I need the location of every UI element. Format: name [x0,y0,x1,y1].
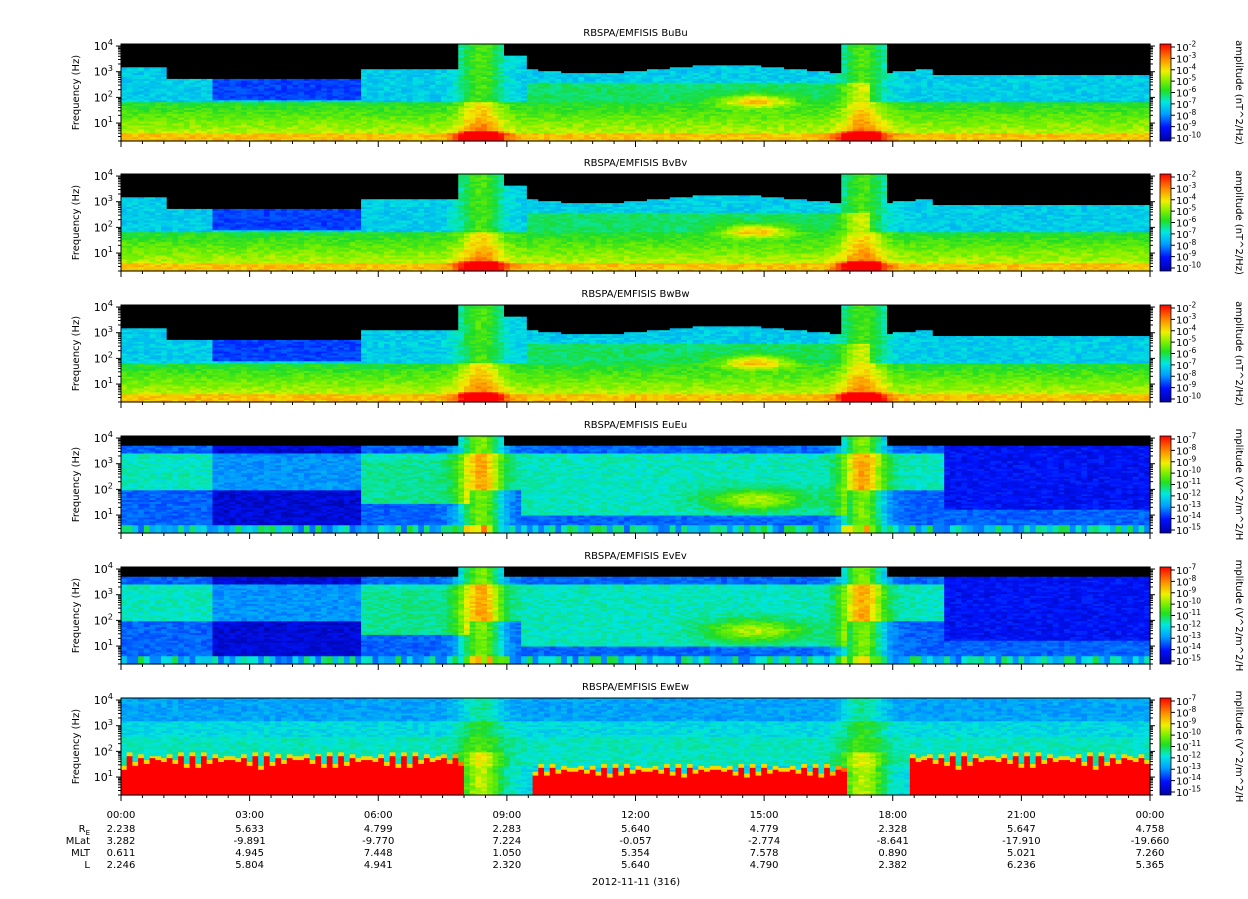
spectrogram-panels: RBSPA/EMFISIS BuBu101102103104Frequency … [71,28,1244,802]
spectrogram-cells [121,44,1151,142]
panel-1: RBSPA/EMFISIS BuBu101102103104Frequency … [71,28,1244,147]
